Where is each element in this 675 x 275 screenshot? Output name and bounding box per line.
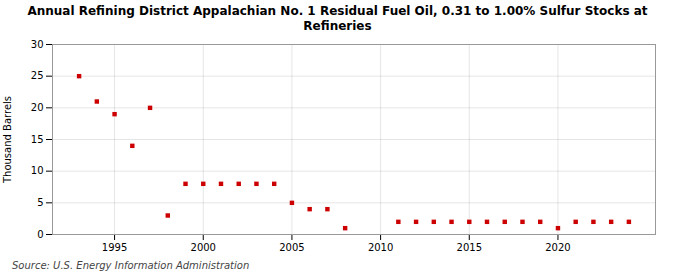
svg-text:2020: 2020: [545, 242, 570, 253]
svg-text:Thousand Barrels: Thousand Barrels: [2, 96, 13, 184]
svg-text:5: 5: [37, 197, 43, 208]
svg-text:25: 25: [31, 70, 44, 81]
svg-text:0: 0: [37, 229, 43, 240]
svg-text:2005: 2005: [279, 242, 304, 253]
svg-text:30: 30: [31, 39, 44, 50]
html-text:Source: U.S. Energy Informatio: Source: U.S. Energy Information Administ…: [12, 260, 250, 271]
svg-text:20: 20: [31, 102, 44, 113]
svg-text:2015: 2015: [457, 242, 482, 253]
svg-text:2010: 2010: [368, 242, 393, 253]
svg-text:1995: 1995: [102, 242, 127, 253]
svg-text:2000: 2000: [191, 242, 216, 253]
svg-text:15: 15: [31, 134, 44, 145]
html-text:Annual Refining District Appal: Annual Refining District Appalachian No.…: [27, 4, 648, 33]
svg-text:10: 10: [31, 165, 44, 176]
